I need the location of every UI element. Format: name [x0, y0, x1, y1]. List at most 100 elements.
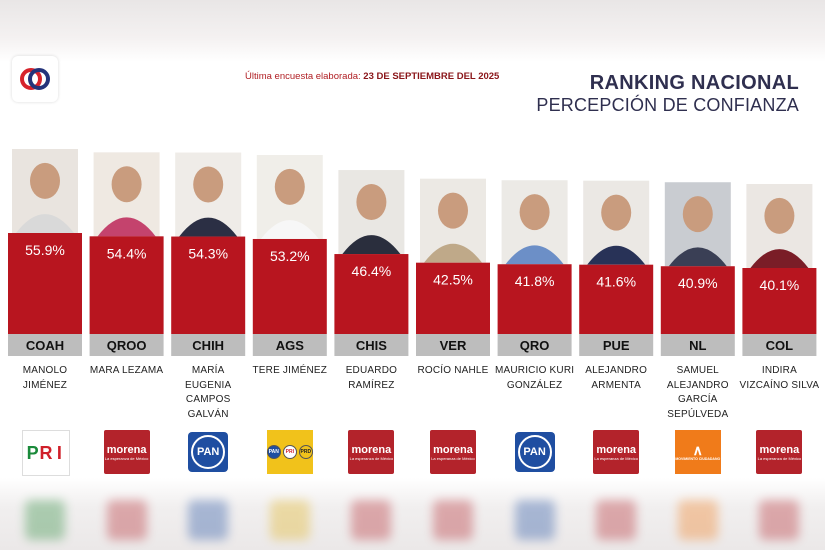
portrait-body: [750, 249, 809, 268]
portrait-body: [424, 243, 482, 263]
bar: [334, 254, 409, 334]
candidate-name-line: ARMENTA: [591, 379, 641, 391]
candidate-name: INDIRA VIZCAÍNO SILVA: [739, 364, 819, 393]
portrait-face: [438, 192, 468, 229]
portrait-body: [260, 220, 319, 239]
state-band: [742, 334, 817, 356]
bar-value-label: 42.5%: [433, 272, 473, 288]
portrait-body: [587, 245, 646, 265]
bar: [252, 238, 327, 334]
portrait-body: [668, 247, 727, 267]
candidate-name-line: GARCÍA: [678, 394, 718, 405]
portrait-face: [764, 197, 795, 234]
page-title: RANKING NACIONAL: [589, 72, 799, 94]
state-label: PUE: [603, 338, 630, 353]
candidate-names: MANOLO JIMÉNEZ MARA LEZAMA MARÍA EUGENIA CAM…: [0, 362, 825, 432]
state-label: QRO: [520, 338, 550, 353]
portrait-body: [342, 235, 401, 255]
candidate-name-line: EDUARDO: [345, 365, 398, 376]
portrait-body: [16, 214, 74, 233]
portrait-face: [682, 196, 713, 233]
footer-band: [0, 478, 825, 550]
bar-value-label: 41.8%: [515, 273, 555, 289]
logo-reflection: [677, 500, 718, 540]
ranking-chart: 55.9% COAH 54.4% QROO 54.3% CHIH 53.2% AGS 46.4%…: [8, 149, 817, 356]
candidate-name-line: JIMÉNEZ: [22, 379, 68, 391]
portrait-body: [97, 217, 156, 237]
bar-value-label: 46.4%: [352, 263, 392, 279]
candidate-name: ROCÍO NAHLE: [413, 364, 493, 379]
state-label: CHIS: [356, 338, 387, 353]
portrait-face: [519, 194, 550, 231]
portrait-face: [193, 166, 224, 203]
candidate-name-line: MARA LEZAMA: [89, 365, 164, 376]
portrait-face: [601, 194, 632, 231]
movimiento-ciudadano-logo: ∧ MOVIMIENTO CIUDADANO: [674, 430, 721, 474]
candidate-name-line: ROCÍO NAHLE: [417, 365, 489, 376]
pan-logo: PAN: [511, 430, 558, 474]
bar-value-label: 40.1%: [760, 277, 800, 293]
candidate-name-line: ALEJANDRO: [666, 379, 729, 391]
bar-value-label: 54.3%: [188, 246, 228, 262]
candidate-name: MARA LEZAMA: [87, 364, 167, 379]
state-label: COL: [766, 338, 794, 353]
portrait-face: [30, 162, 60, 199]
portrait-face: [356, 183, 387, 220]
logo-reflection: [514, 500, 555, 540]
candidate-name: MANOLO JIMÉNEZ: [5, 364, 85, 393]
candidate-name-line: VIZCAÍNO SILVA: [739, 379, 820, 391]
candidate-name: EDUARDO RAMÍREZ: [331, 364, 411, 393]
state-band: [89, 334, 164, 356]
morena-logo: morena La esperanza de México: [430, 430, 476, 474]
logo-reflection: [106, 500, 147, 540]
state-band: [579, 334, 654, 356]
state-band: [171, 334, 246, 356]
state-label: AGS: [276, 338, 305, 353]
candidate-name: ALEJANDRO ARMENTA: [576, 364, 656, 393]
candidate-name-line: RAMÍREZ: [348, 379, 395, 391]
portrait-body: [179, 217, 238, 237]
morena-logo: morena La esperanza de México: [103, 430, 150, 474]
candidate-name-line: GONZÁLEZ: [506, 379, 563, 391]
bar-value-label: 55.9%: [25, 242, 65, 258]
logo-reflection: [269, 500, 310, 540]
candidate-name-line: MARÍA EUGENIA: [184, 365, 232, 391]
morena-logo: morena La esperanza de México: [348, 430, 395, 474]
bar: [89, 236, 164, 334]
coalition-logo: PAN PRI PRD: [266, 430, 313, 474]
bar-value-label: 40.9%: [678, 275, 718, 291]
candidate-name-line: SAMUEL: [676, 365, 719, 376]
logo-reflection: [759, 500, 800, 540]
candidate-name-line: MANOLO: [22, 365, 68, 376]
survey-date: 23 DE SEPTIEMBRE DEL 2025: [363, 71, 500, 82]
brand-logo-icon: [12, 56, 58, 102]
bar: [660, 266, 735, 334]
survey-date-prefix: Última encuesta elaborada:: [245, 71, 361, 82]
candidate-name: SAMUEL ALEJANDRO GARCÍA SEPÚLVEDA: [658, 364, 738, 422]
portrait-face: [274, 168, 305, 205]
state-band: [252, 334, 327, 356]
state-label: COAH: [26, 338, 64, 353]
state-label: NL: [689, 338, 706, 353]
header-band: [0, 0, 825, 62]
state-band: [660, 334, 735, 356]
bar: [742, 268, 817, 334]
bar-value-label: 53.2%: [270, 248, 310, 264]
candidate-name-line: GALVÁN: [187, 408, 229, 420]
state-band: [416, 334, 490, 356]
candidate-name-line: MAURICIO KURI: [494, 365, 575, 376]
pan-logo: PAN: [185, 430, 232, 474]
candidate-name: MAURICIO KURI GONZÁLEZ: [495, 364, 575, 393]
state-band: [334, 334, 409, 356]
morena-logo: morena La esperanza de México: [756, 430, 803, 474]
candidate-name-line: ALEJANDRO: [585, 365, 648, 376]
candidate-name-line: TERE JIMÉNEZ: [252, 365, 328, 376]
bar: [497, 264, 572, 334]
portrait-face: [111, 166, 142, 203]
logo-reflection: [433, 500, 473, 540]
bar: [416, 262, 490, 334]
survey-date-line: Última encuesta elaborada: 23 DE SEPTIEM…: [245, 71, 499, 82]
bar: [579, 264, 654, 334]
state-label: QROO: [107, 338, 147, 353]
